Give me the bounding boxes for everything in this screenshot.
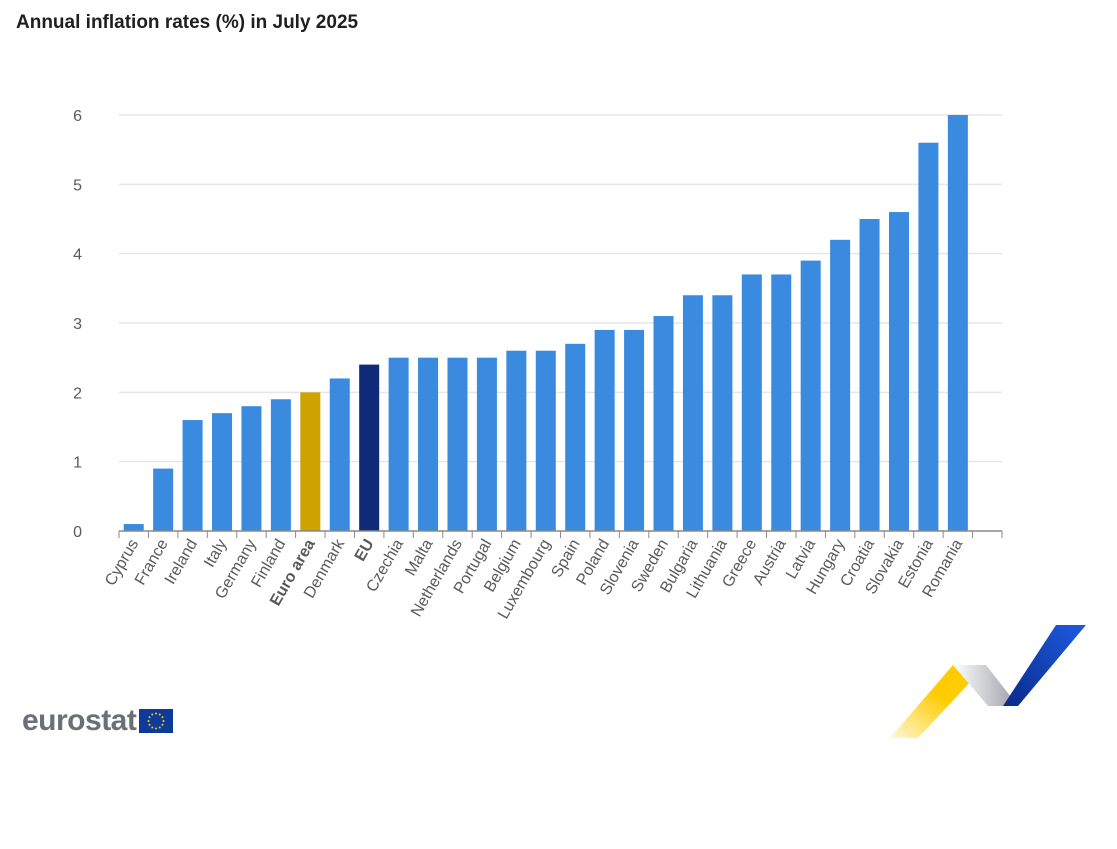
x-axis — [118, 530, 1003, 538]
y-tick-label: 5 — [73, 177, 82, 194]
bar-hungary[interactable] — [830, 239, 851, 532]
y-tick-labels: 0 1 2 3 4 5 6 — [73, 108, 82, 541]
bar-belgium[interactable] — [506, 350, 527, 531]
eurostat-logo: eurostat — [22, 704, 174, 737]
bar-poland[interactable] — [594, 329, 615, 531]
bar-latvia[interactable] — [800, 260, 821, 531]
y-tick-label: 2 — [73, 385, 82, 402]
decorative-ribbon-icon — [890, 625, 1086, 738]
x-tick-label: EU — [352, 537, 378, 565]
x-tick-label: Italy — [201, 537, 230, 571]
grid-lines — [119, 114, 1002, 463]
y-tick-label: 0 — [73, 524, 82, 541]
bar-greece[interactable] — [741, 274, 762, 531]
bar-luxembourg[interactable] — [535, 350, 556, 531]
bar-malta[interactable] — [418, 357, 439, 531]
bar-romania[interactable] — [947, 115, 968, 531]
y-tick-label: 1 — [73, 455, 82, 472]
bar-czechia[interactable] — [388, 357, 409, 531]
bar-france[interactable] — [153, 468, 174, 531]
y-tick-label: 3 — [73, 316, 82, 333]
bar-ireland[interactable] — [182, 420, 203, 531]
bar-cyprus[interactable] — [123, 524, 144, 531]
eurostat-wordmark: eurostat — [22, 704, 137, 737]
bar-spain[interactable] — [565, 343, 586, 531]
bar-sweden[interactable] — [653, 316, 674, 531]
bar-lithuania[interactable] — [712, 295, 733, 531]
bar-denmark[interactable] — [329, 378, 350, 531]
bar-portugal[interactable] — [476, 357, 497, 531]
bar-germany[interactable] — [241, 406, 262, 531]
bar-italy[interactable] — [212, 413, 233, 531]
bar-austria[interactable] — [771, 274, 792, 531]
bar-finland[interactable] — [270, 399, 291, 531]
y-tick-label: 4 — [73, 247, 82, 264]
bar-estonia[interactable] — [918, 142, 939, 531]
bar-slovenia[interactable] — [624, 329, 645, 531]
bars — [123, 115, 968, 532]
bar-euro-area[interactable] — [300, 392, 321, 531]
eu-flag-icon — [139, 709, 174, 733]
chart-title: Annual inflation rates (%) in July 2025 — [16, 12, 359, 33]
y-tick-label: 6 — [73, 108, 82, 125]
bar-slovakia[interactable] — [888, 212, 909, 532]
bar-croatia[interactable] — [859, 219, 880, 531]
bar-eu[interactable] — [359, 364, 380, 531]
bar-bulgaria[interactable] — [682, 295, 703, 531]
bar-netherlands[interactable] — [447, 357, 468, 531]
